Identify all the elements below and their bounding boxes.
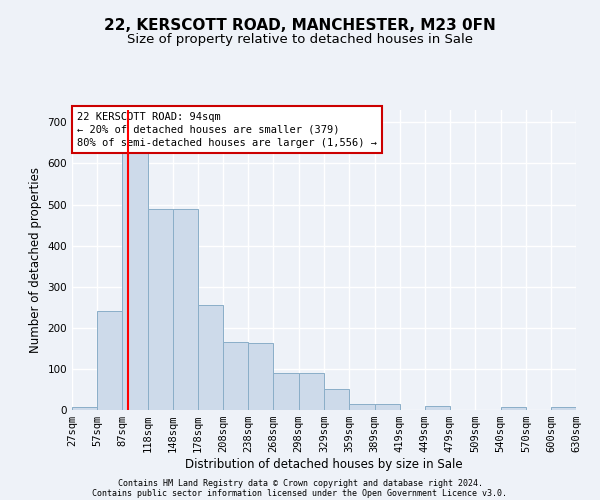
Bar (274, 373, 299, 410)
Bar (223, 342, 248, 410)
Y-axis label: Number of detached properties: Number of detached properties (29, 167, 42, 353)
Text: Contains HM Land Registry data © Crown copyright and database right 2024.: Contains HM Land Registry data © Crown c… (118, 478, 482, 488)
Bar (173, 208, 198, 410)
Bar (97, 312, 122, 410)
Bar (551, 406, 576, 410)
Bar (248, 343, 274, 410)
Bar (325, 390, 349, 410)
Bar (299, 373, 325, 410)
Bar (349, 404, 374, 410)
Bar (148, 208, 173, 410)
Bar (72, 406, 97, 410)
Text: Contains public sector information licensed under the Open Government Licence v3: Contains public sector information licen… (92, 488, 508, 498)
Text: Size of property relative to detached houses in Sale: Size of property relative to detached ho… (127, 32, 473, 46)
Text: 22 KERSCOTT ROAD: 94sqm
← 20% of detached houses are smaller (379)
80% of semi-d: 22 KERSCOTT ROAD: 94sqm ← 20% of detache… (77, 112, 377, 148)
Bar (198, 305, 223, 410)
Bar (425, 406, 450, 410)
Bar (122, 143, 148, 410)
Bar (501, 406, 526, 410)
Text: 22, KERSCOTT ROAD, MANCHESTER, M23 0FN: 22, KERSCOTT ROAD, MANCHESTER, M23 0FN (104, 18, 496, 32)
Bar (374, 404, 400, 410)
X-axis label: Distribution of detached houses by size in Sale: Distribution of detached houses by size … (185, 458, 463, 471)
